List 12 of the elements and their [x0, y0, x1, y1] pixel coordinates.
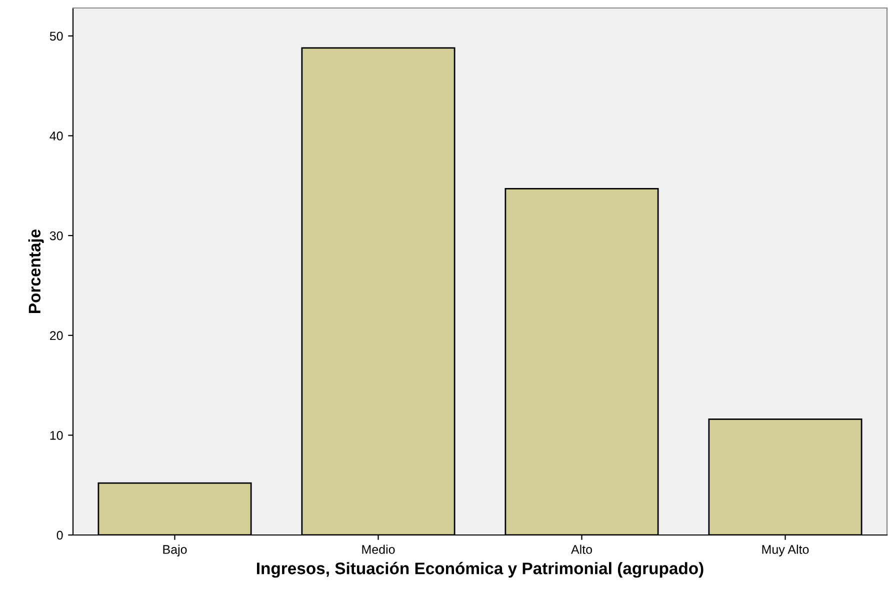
y-tick-label: 40: [50, 132, 63, 140]
x-tick-label: Medio: [362, 544, 395, 554]
y-axis-title: Porcentaje: [28, 229, 44, 313]
y-tick-label: 50: [50, 32, 63, 41]
y-tick-label: 30: [50, 231, 63, 240]
y-tick-label: 0: [56, 530, 63, 540]
x-tick-label: Alto: [571, 544, 592, 554]
y-tick-label: 10: [50, 430, 63, 440]
x-axis-title: Ingresos, Situación Económica y Patrimonial (agrupado): [257, 562, 704, 578]
x-tick-label: Bajo: [163, 544, 187, 556]
x-tick-label: Muy Alto: [762, 544, 809, 556]
y-tick-label: 20: [50, 331, 63, 340]
